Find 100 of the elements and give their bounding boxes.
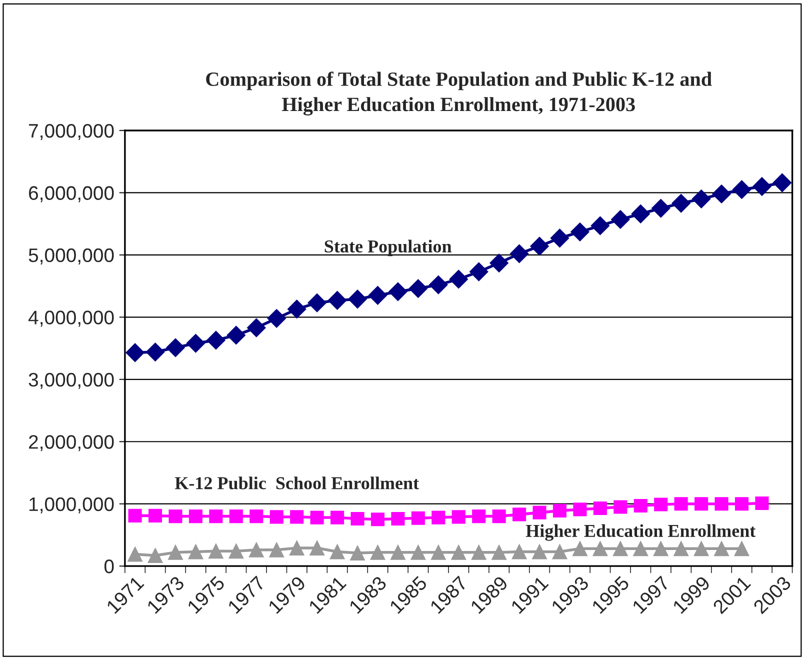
point <box>269 542 284 558</box>
point <box>734 541 750 556</box>
point <box>429 275 448 294</box>
point <box>148 508 162 522</box>
point <box>228 544 244 559</box>
point <box>411 511 425 525</box>
point <box>229 510 243 524</box>
point <box>611 210 630 229</box>
point <box>370 544 386 560</box>
point <box>532 506 546 520</box>
point <box>128 546 143 562</box>
series-label: State Population <box>324 240 452 256</box>
point <box>674 541 689 556</box>
point <box>552 504 566 518</box>
point <box>552 544 568 560</box>
point <box>570 222 590 242</box>
point <box>734 497 749 511</box>
point <box>432 510 446 524</box>
y-tick-label: 6,000,000 <box>29 186 114 202</box>
point <box>492 510 506 524</box>
point <box>772 173 792 192</box>
point <box>166 338 185 358</box>
point <box>390 544 406 560</box>
point <box>654 498 668 512</box>
point <box>226 326 246 345</box>
point <box>631 204 650 224</box>
series-label: K-12 Public School Enrollment <box>174 476 419 490</box>
y-tick-label: 7,000,000 <box>29 124 114 140</box>
point <box>451 544 466 560</box>
point <box>330 510 344 524</box>
y-tick-label: 2,000,000 <box>28 435 114 452</box>
y-tick-label: 4,000,000 <box>28 310 114 327</box>
point <box>148 548 163 563</box>
chart-title: Comparison of Total State Population and Public K-12 and Higher Education Enrollment, 1971-2003 <box>206 72 712 116</box>
point <box>328 291 347 310</box>
y-tick-label: 1,000,000 <box>30 497 114 514</box>
point <box>472 510 486 524</box>
point <box>672 194 690 213</box>
point <box>674 497 688 511</box>
point <box>186 334 206 353</box>
point <box>633 541 648 556</box>
point <box>248 542 264 558</box>
y-tick-label: 5,000,000 <box>28 248 114 264</box>
point <box>430 544 446 560</box>
point <box>694 541 709 556</box>
point <box>471 544 486 560</box>
point <box>350 512 364 526</box>
point <box>310 510 324 524</box>
point <box>692 190 711 208</box>
point <box>714 497 728 511</box>
point <box>592 541 608 556</box>
point <box>452 510 466 524</box>
point <box>368 286 388 305</box>
y-tick-label: 0 <box>104 560 114 574</box>
point <box>168 510 182 524</box>
point <box>410 544 426 560</box>
point <box>128 508 142 522</box>
point <box>449 270 468 289</box>
point <box>573 502 587 516</box>
point <box>530 236 549 256</box>
point <box>250 510 264 524</box>
point <box>188 544 204 560</box>
point <box>247 318 266 338</box>
point <box>208 544 224 559</box>
point <box>168 544 183 560</box>
point <box>550 228 570 248</box>
point <box>267 309 286 328</box>
point <box>510 244 529 264</box>
point <box>391 512 405 526</box>
point <box>126 343 144 362</box>
point <box>310 540 325 556</box>
point <box>590 216 610 236</box>
point <box>350 546 365 560</box>
point <box>755 496 769 510</box>
point <box>330 544 345 560</box>
point <box>752 177 772 196</box>
point <box>308 293 326 312</box>
point <box>287 300 306 318</box>
point <box>732 180 752 199</box>
point <box>593 501 607 515</box>
point <box>612 541 628 556</box>
point <box>290 510 304 524</box>
point <box>146 342 165 362</box>
point <box>188 510 202 524</box>
point <box>206 330 226 350</box>
point <box>653 541 668 556</box>
point <box>532 544 547 560</box>
point <box>714 541 729 556</box>
point <box>614 500 628 514</box>
point <box>348 290 367 308</box>
point <box>469 262 488 282</box>
point <box>712 184 731 204</box>
point <box>289 540 304 556</box>
point <box>512 508 526 522</box>
point <box>370 512 384 526</box>
point <box>694 497 708 511</box>
y-tick-label: 3,000,000 <box>28 372 114 389</box>
series-label: Higher Education Enrollment <box>526 524 756 541</box>
point <box>408 279 428 298</box>
point <box>490 254 508 272</box>
